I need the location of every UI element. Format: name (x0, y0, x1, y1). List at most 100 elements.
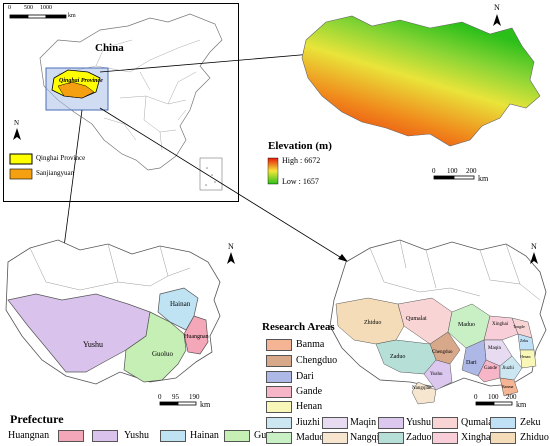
huangnan-shape (183, 315, 209, 355)
arrowhead-icon (338, 254, 348, 262)
legend-swatch-hainan (160, 430, 186, 442)
legend-swatch-qinghai (9, 153, 33, 165)
sanjiangyuan-shape (57, 81, 95, 99)
legend-label: Maqin (350, 417, 377, 428)
province-boundaries (57, 39, 201, 151)
legend-label: Sanjiangyuan (36, 169, 75, 177)
map-label: Zaduo (390, 354, 406, 360)
north-label: N (14, 119, 20, 127)
map-label: Gande (484, 366, 498, 371)
legend-swatch (266, 417, 292, 429)
legend-label: Zaduo (406, 432, 432, 443)
map-label: Dari (466, 360, 477, 366)
legend-swatch (266, 432, 292, 444)
legend-label: Banma (296, 339, 325, 350)
map-label-hainan: Hainan (170, 300, 191, 308)
legend-swatch (266, 355, 292, 367)
legend-swatch-sanjiangyuan (9, 168, 33, 180)
elevation-high: High : 6672 (282, 156, 321, 165)
legend-label: Yushu (124, 430, 150, 441)
legend-label: Xinghai (461, 432, 494, 443)
prefecture-scale-bar (159, 401, 197, 406)
elevation-legend-bar (267, 157, 279, 185)
map-label-guoluo: Guoluo (152, 350, 173, 358)
research-legend-title: Research Areas (262, 321, 335, 333)
scale-tick: 1000 (40, 5, 52, 11)
china-outline (39, 13, 223, 171)
scale-tick: 0 (158, 393, 162, 401)
legend-swatch (378, 417, 404, 429)
legend-swatch (378, 432, 404, 444)
map-label: Maduo (458, 322, 475, 328)
map-label-huangnan: Huangnan (184, 334, 209, 340)
prefecture-legend-title: Prefecture (10, 412, 64, 426)
legend-swatch-yushu (92, 430, 118, 442)
map-label: Yushu (430, 372, 443, 377)
internal-boundaries (29, 243, 191, 291)
legend-label: Zhiduo (520, 432, 549, 443)
china-north-arrow-icon (13, 128, 21, 140)
area-nangqian (411, 381, 437, 405)
scale-tick: 100 (488, 393, 499, 401)
north-label: N (228, 242, 234, 251)
legend-swatch-huangnan (58, 430, 84, 442)
area-gande (477, 359, 501, 383)
map-label: Xinghai (492, 322, 509, 327)
legend-swatch-guoluo (224, 430, 250, 442)
connector-lines (61, 53, 349, 263)
legend-label: Henan (296, 401, 323, 412)
north-arrow-icon (530, 252, 538, 264)
north-arrow-icon (227, 252, 235, 264)
map-label: Nangqian (412, 386, 432, 391)
scale-unit: km (516, 400, 527, 409)
legend-swatch (266, 339, 292, 351)
legend-swatch (266, 401, 292, 413)
scale-tick: 200 (466, 167, 477, 175)
north-arrow-icon (493, 14, 501, 26)
scale-unit: km (478, 174, 489, 183)
legend-label: Huangnan (8, 430, 50, 441)
north-label: N (494, 3, 500, 12)
map-label: Maqin (488, 346, 502, 351)
legend-swatch (490, 417, 516, 429)
legend-swatch (266, 386, 292, 398)
area-banma (499, 377, 519, 397)
scale-tick: 500 (24, 5, 33, 11)
map-label: Zhiduo (364, 320, 382, 326)
area-henan (519, 349, 537, 369)
south-china-sea-inset (199, 157, 223, 191)
islands (205, 167, 216, 186)
legend-label: Dari (296, 371, 314, 382)
elevation-scale-bar (433, 175, 475, 180)
elevation-low: Low : 1657 (282, 177, 319, 186)
legend-swatch (490, 432, 516, 444)
scale-unit: km (200, 400, 211, 409)
legend-label: Qinghai Province (36, 154, 86, 162)
area-xinghai (483, 315, 519, 341)
legend-label: Hainan (190, 430, 219, 441)
scale-tick: 0 (432, 167, 436, 175)
legend-swatch (322, 417, 348, 429)
scale-tick: 0 (474, 393, 478, 401)
china-scale-bar (9, 14, 67, 19)
internal-boundaries (369, 239, 541, 301)
map-label-yushu: Yushu (83, 340, 104, 349)
north-label: N (531, 242, 537, 251)
legend-swatch (266, 371, 292, 383)
guoluo-shape (123, 311, 187, 383)
legend-swatch (322, 432, 348, 444)
elevation-title: Elevation (m) (268, 140, 332, 152)
scale-tick: 100 (447, 167, 458, 175)
legend-label: Zeku (520, 417, 541, 428)
scale-unit: km (68, 13, 76, 19)
scale-tick: 0 (8, 5, 11, 11)
map-label: Tongde (513, 324, 525, 329)
scale-tick: 190 (189, 393, 200, 401)
province-map-label: Qinghai Province (59, 78, 103, 84)
legend-swatch (432, 417, 458, 429)
area-yushu (423, 359, 453, 391)
